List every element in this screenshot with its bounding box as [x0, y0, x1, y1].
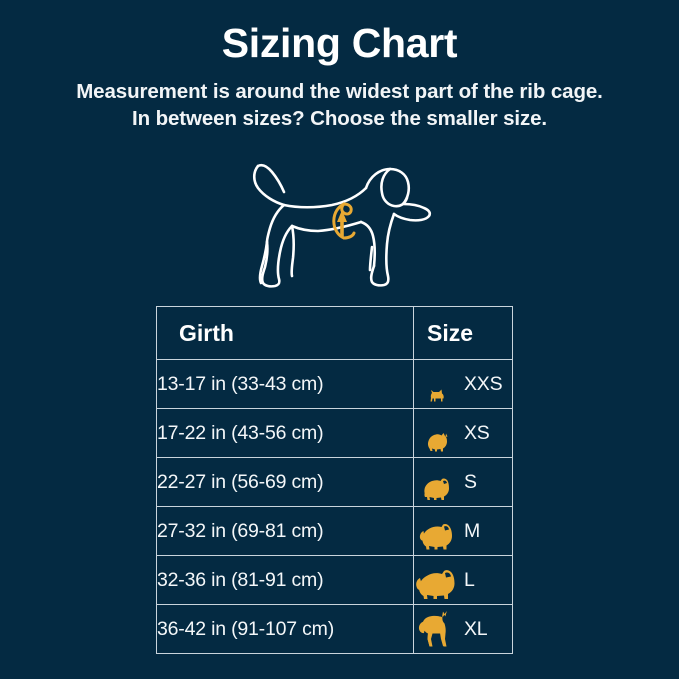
girth-value: 36-42 in (91-107 cm)	[156, 604, 414, 654]
size-label: XL	[464, 617, 488, 640]
size-label: L	[464, 568, 475, 591]
subtitle: Measurement is around the widest part of…	[0, 65, 679, 132]
page-title: Sizing Chart	[221, 20, 458, 66]
size-cell: S	[413, 457, 513, 507]
dog-m-icon	[414, 511, 460, 551]
table-row: 36-42 in (91-107 cm) XL	[156, 604, 513, 654]
table-row: 27-32 in (69-81 cm) M	[156, 506, 513, 556]
size-label: XXS	[464, 372, 503, 395]
size-cell: XXS	[413, 359, 513, 409]
subtitle-line-1: Measurement is around the widest part of…	[76, 80, 603, 104]
header: Sizing Chart Measurement is around the w…	[0, 0, 679, 132]
table-row: 13-17 in (33-43 cm) XXS	[156, 359, 513, 409]
table-row: 32-36 in (81-91 cm) L	[156, 555, 513, 605]
measuring-tape-arrow	[337, 210, 347, 237]
size-cell: L	[413, 555, 513, 605]
size-label: S	[464, 470, 477, 493]
dog-s-icon	[414, 462, 460, 502]
subtitle-line-2: In between sizes? Choose the smaller siz…	[131, 107, 548, 131]
dog-illustration	[236, 152, 444, 292]
size-label: XS	[464, 421, 490, 444]
column-header-size: Size	[413, 306, 513, 360]
girth-value: 22-27 in (56-69 cm)	[156, 457, 414, 507]
table-row: 22-27 in (56-69 cm) S	[156, 457, 513, 507]
measuring-tape-loop	[332, 202, 356, 240]
dog-xxs-icon	[414, 364, 460, 404]
size-cell: XS	[413, 408, 513, 458]
table-row: 17-22 in (43-56 cm) XS	[156, 408, 513, 458]
girth-value: 17-22 in (43-56 cm)	[156, 408, 414, 458]
table-header: Girth Size	[156, 306, 513, 360]
size-cell: XL	[413, 604, 513, 654]
table-body: 13-17 in (33-43 cm) XXS 17-22 in (43-56 …	[156, 359, 513, 654]
size-label: M	[464, 519, 481, 542]
table-header-row: Girth Size	[156, 306, 513, 360]
dog-outline-path	[252, 163, 432, 288]
girth-value: 27-32 in (69-81 cm)	[156, 506, 414, 556]
column-header-girth: Girth	[156, 306, 414, 360]
girth-value: 32-36 in (81-91 cm)	[156, 555, 414, 605]
dog-xs-icon	[414, 413, 460, 453]
sizing-table: Girth Size 13-17 in (33-43 cm) XXS	[156, 306, 513, 654]
dog-l-icon	[414, 560, 460, 600]
girth-value: 13-17 in (33-43 cm)	[156, 359, 414, 409]
size-cell: M	[413, 506, 513, 556]
dog-xl-icon	[414, 609, 460, 649]
